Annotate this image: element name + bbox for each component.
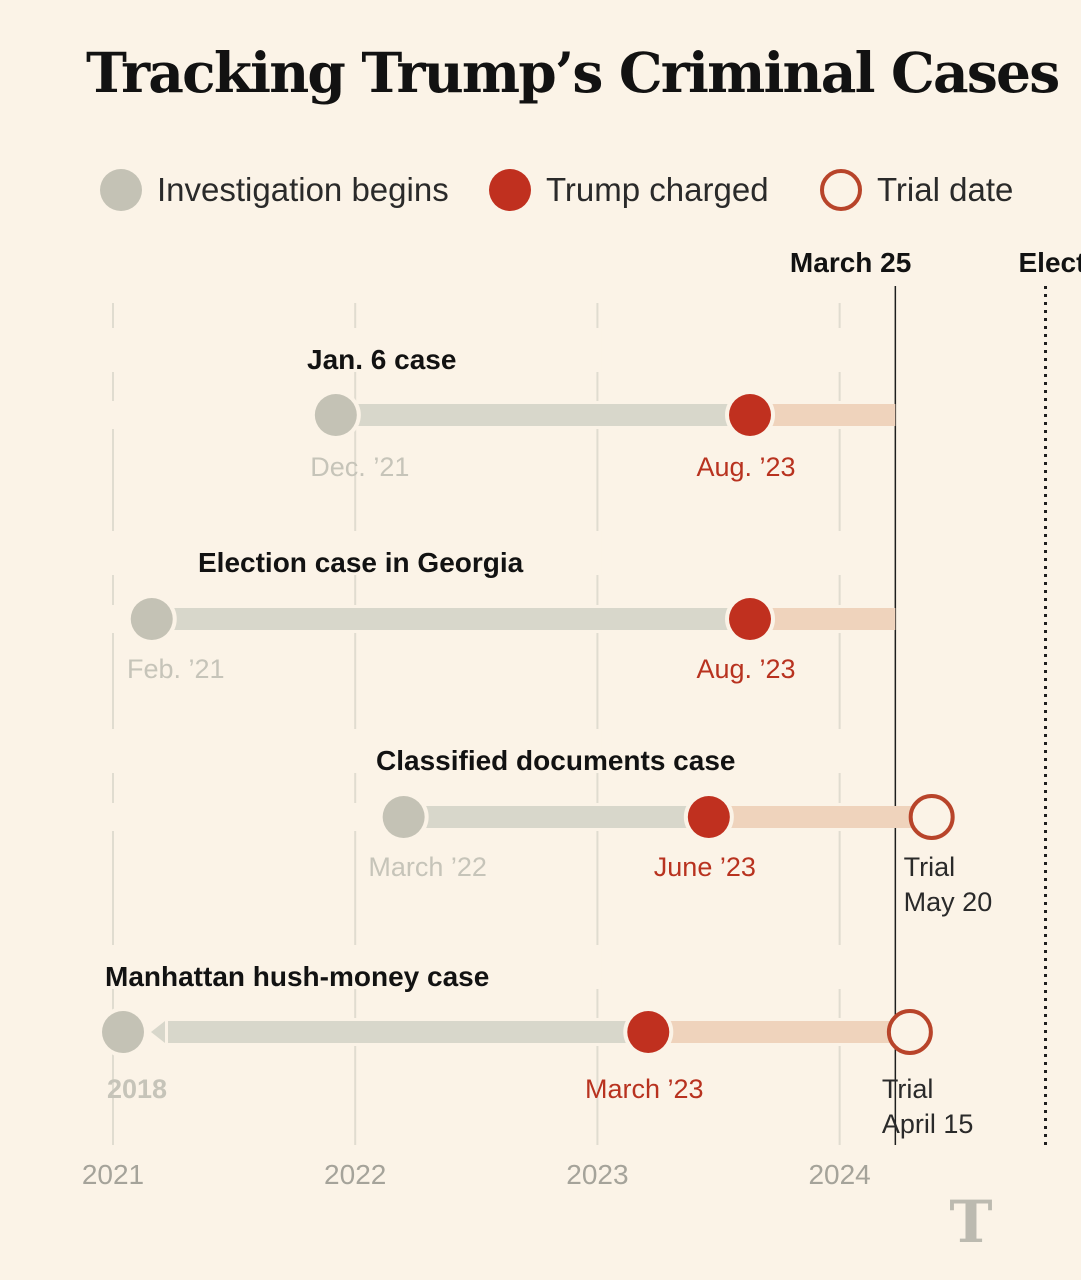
case-4-charged-bar — [648, 1021, 910, 1043]
case-4-trial-label: Trial — [882, 1074, 934, 1104]
case-2-gridline-gap — [835, 531, 844, 575]
case-3-trial-point — [908, 794, 955, 840]
case-4-title: Manhattan hush-money case — [105, 961, 489, 992]
legend-investigation-label: Investigation begins — [157, 171, 449, 208]
case-2-charged-label: Aug. ’23 — [696, 654, 795, 684]
case-1-investigation-label: Dec. ’21 — [310, 452, 409, 482]
case-4-trial-point — [886, 1009, 933, 1055]
case-3-gridline-gap — [835, 729, 844, 773]
case-4-gridline-gap — [593, 945, 602, 989]
case-4-offscale-arrow — [151, 1021, 165, 1043]
legend-investigation-marker — [100, 169, 142, 211]
case-2-title: Election case in Georgia — [198, 547, 524, 578]
case-4-charged-label: March ’23 — [585, 1074, 704, 1104]
case-4-charged-point — [627, 1011, 670, 1053]
case-4-gridline-gap — [351, 945, 360, 989]
case-1-charged-bar — [750, 404, 896, 426]
case-1-investigation-point — [314, 394, 357, 436]
legend-trial-label: Trial date — [877, 171, 1014, 208]
case-4-gridline-gap — [835, 945, 844, 989]
case-4-investigation-bar — [168, 1021, 649, 1043]
chart-title: Tracking Trump’s Criminal Cases — [86, 40, 1060, 105]
x-tick-label: 2022 — [324, 1159, 386, 1190]
case-4-investigation-label: 2018 — [107, 1074, 167, 1104]
svg-text:T: T — [949, 1190, 992, 1250]
case-3-charged-bar — [708, 806, 932, 828]
case-3-investigation-label: March ’22 — [368, 852, 487, 882]
reference-label-election-day: Election Day — [1019, 247, 1081, 278]
case-2-charged-point — [729, 598, 772, 640]
legend-trial-marker — [820, 169, 862, 211]
reference-label-march-25: March 25 — [790, 247, 911, 278]
case-3-bar-gap — [108, 803, 117, 831]
x-tick-label: 2024 — [808, 1159, 870, 1190]
case-2-investigation-point — [130, 598, 173, 640]
case-1-gridline-gap — [835, 328, 844, 372]
case-2-charged-bar — [750, 608, 896, 630]
case-1-charged-label: Aug. ’23 — [696, 452, 795, 482]
x-tick-label: 2021 — [82, 1159, 144, 1190]
case-3-charged-point — [687, 796, 730, 838]
case-3-investigation-bar — [403, 806, 709, 828]
case-1-gridline-gap — [108, 328, 117, 372]
case-3-investigation-point — [382, 796, 425, 838]
case-1-charged-point — [729, 394, 772, 436]
case-3-charged-label: June ’23 — [654, 852, 756, 882]
case-4-trial-date-label: April 15 — [882, 1109, 974, 1139]
case-2-bar-gap — [108, 605, 117, 633]
legend-charged-marker — [489, 169, 531, 211]
case-2-investigation-label: Feb. ’21 — [127, 654, 225, 684]
case-3-trial-date-label: May 20 — [904, 887, 993, 917]
case-1-gridline-gap — [351, 328, 360, 372]
nyt-logo-icon: T — [949, 1190, 992, 1250]
case-1-gridline-gap — [593, 328, 602, 372]
case-3-bar-gap — [351, 803, 360, 831]
case-4-gridline-gap — [108, 945, 117, 989]
case-3-trial-label: Trial — [904, 852, 956, 882]
case-1-bar-gap — [108, 401, 117, 429]
case-2-gridline-gap — [593, 531, 602, 575]
legend-charged-label: Trump charged — [546, 171, 769, 208]
x-tick-label: 2023 — [566, 1159, 628, 1190]
case-3-gridline-gap — [108, 729, 117, 773]
case-1-title: Jan. 6 case — [307, 344, 456, 375]
case-2-gridline-gap — [108, 531, 117, 575]
case-1-investigation-bar — [335, 404, 751, 426]
case-3-title: Classified documents case — [376, 745, 735, 776]
case-3-gridline-gap — [351, 729, 360, 773]
case-3-gridline-gap — [593, 729, 602, 773]
case-4-investigation-point — [102, 1011, 144, 1053]
case-2-gridline-gap — [351, 531, 360, 575]
case-2-investigation-bar — [151, 608, 751, 630]
